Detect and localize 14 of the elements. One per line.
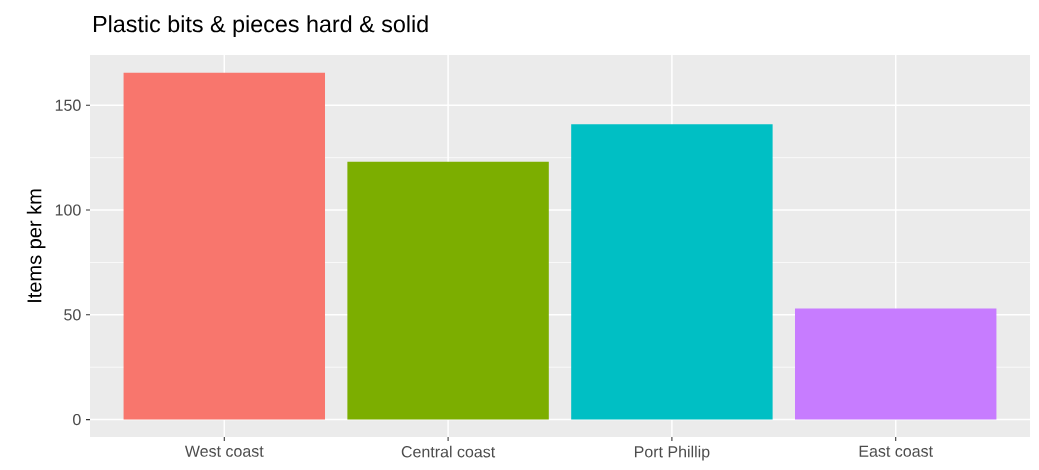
bar [347,161,549,420]
y-axis-title: Items per km [26,189,46,302]
x-tick-label: West coast [184,445,264,457]
y-tick-label: 100 [55,204,81,216]
y-tick-label: 50 [64,309,81,321]
x-tick-label: Port Phillip [634,445,710,461]
bar [571,124,773,420]
x-tick-label: Central coast [401,445,496,458]
y-tick-label: 150 [55,99,81,111]
y-tick-label: 0 [73,413,81,426]
x-tick-label: East coast [859,445,933,457]
chart-title: Plastic bits & pieces hard & solid [93,15,428,37]
bar [123,72,325,420]
bar [794,308,997,420]
